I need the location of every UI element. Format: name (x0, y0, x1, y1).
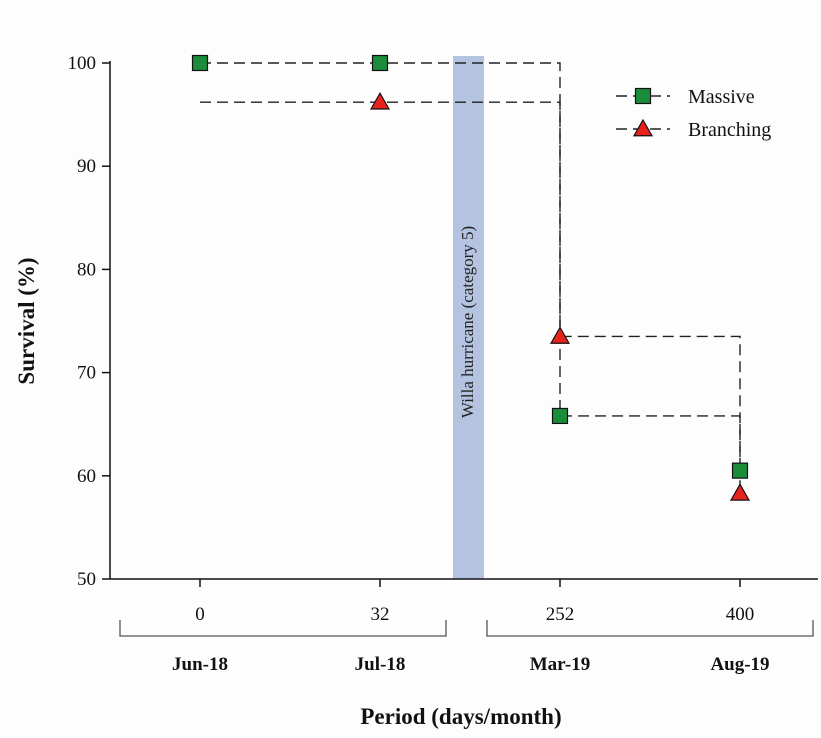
bracket (119, 620, 447, 637)
period-brackets (119, 620, 814, 637)
y-tick-label: 90 (77, 156, 96, 177)
x-tick-label: 400 (726, 604, 755, 625)
hurricane-label: Willa hurricane (category 5) (458, 226, 477, 418)
y-tick-label: 70 (77, 363, 96, 384)
y-axis-label: Survival (%) (14, 257, 39, 384)
series-markers (191, 54, 751, 501)
legend-label: Massive (688, 86, 755, 108)
marker-massive (731, 462, 749, 479)
y-tick-label: 80 (77, 259, 96, 280)
y-ticks: 50 60 70 80 90 100 (68, 53, 110, 590)
x-ticks: 0 Jun-18 32 Jul-18 252 Mar-19 400 Aug-19 (172, 579, 770, 675)
marker-branching (369, 92, 391, 110)
series-lines (200, 62, 741, 494)
legend-marker-massive (634, 87, 652, 105)
x-date-label: Jul-18 (355, 654, 406, 675)
marker-branching (549, 326, 571, 344)
legend-marker-branching (632, 118, 654, 137)
x-tick-label: 32 (371, 604, 390, 625)
marker-massive (371, 54, 389, 72)
x-tick-label: 252 (546, 604, 575, 625)
x-axis-label: Period (days/month) (360, 704, 561, 729)
marker-massive (551, 407, 569, 425)
marker-branching (729, 483, 751, 501)
series-line-branching (200, 101, 741, 494)
legend-label: Branching (688, 119, 771, 141)
x-date-label: Aug-19 (710, 654, 769, 675)
x-tick-label: 0 (195, 604, 205, 625)
x-date-label: Mar-19 (530, 654, 591, 675)
legend: Massive Branching (616, 86, 771, 141)
y-tick-label: 60 (77, 466, 96, 487)
hurricane-band (453, 56, 484, 579)
x-date-label: Jun-18 (172, 654, 228, 675)
marker-massive (191, 54, 209, 72)
y-tick-label: 50 (77, 569, 96, 590)
y-tick-label: 100 (68, 53, 97, 74)
bracket (486, 620, 814, 637)
